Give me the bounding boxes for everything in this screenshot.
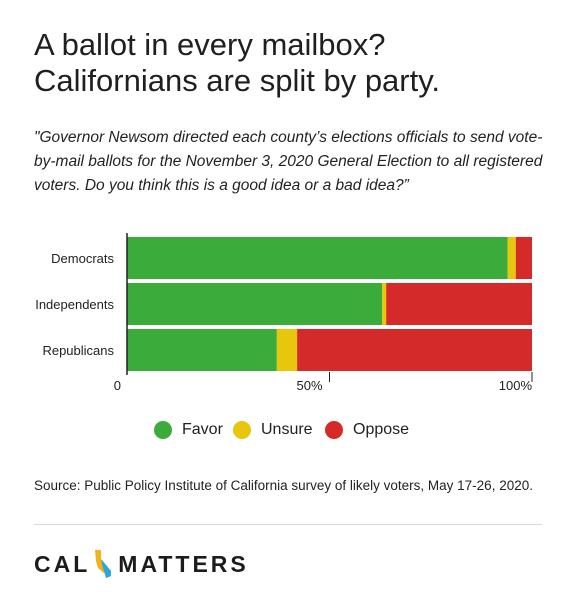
bar-republicans-oppose	[297, 329, 532, 371]
divider	[34, 524, 542, 525]
bar-democrats-favor	[127, 237, 508, 279]
legend-item-oppose: Oppose	[325, 419, 409, 441]
bars-group	[127, 237, 532, 371]
legend-dot-favor	[154, 421, 172, 439]
category-label-democrats: Democrats	[51, 251, 114, 266]
bar-democrats-oppose	[515, 237, 532, 279]
logo-text-matters: MATTERS	[118, 550, 249, 577]
title-line-2: Californians are split by party.	[34, 63, 441, 98]
bar-republicans-unsure	[276, 329, 298, 371]
category-label-republicans: Republicans	[42, 343, 114, 358]
x-tick-label-100: 100%	[499, 378, 533, 393]
legend-dot-unsure	[233, 421, 251, 439]
bar-democrats-unsure	[507, 237, 516, 279]
legend-dot-oppose	[325, 421, 343, 439]
x-tick-label-0: 0	[114, 378, 121, 393]
bar-independents-oppose	[386, 283, 532, 325]
calmatters-logo: CAL MATTERS	[34, 547, 249, 581]
category-label-independents: Independents	[35, 297, 114, 312]
source-note: Source: Public Policy Institute of Calif…	[34, 478, 533, 493]
category-labels: Democrats Independents Republicans	[35, 251, 114, 358]
legend-item-unsure: Unsure	[233, 419, 313, 441]
legend-label-favor: Favor	[182, 421, 223, 438]
axis-group: 0 50% 100%	[114, 233, 533, 393]
legend-label-oppose: Oppose	[353, 421, 410, 438]
logo-text-cal: CAL	[34, 550, 91, 577]
survey-question: "Governor Newsom directed each county’s …	[34, 129, 543, 194]
legend: Favor Unsure Oppose	[0, 419, 574, 441]
california-state-icon	[95, 550, 112, 578]
bar-independents-favor	[127, 283, 383, 325]
x-tick-label-50: 50%	[296, 378, 322, 393]
bar-independents-unsure	[382, 283, 387, 325]
title-line-1: A ballot in every mailbox?	[34, 27, 386, 62]
legend-item-favor: Favor	[154, 419, 223, 441]
chart-title: A ballot in every mailbox? Californians …	[34, 27, 554, 99]
legend-label-unsure: Unsure	[261, 421, 313, 438]
bar-republicans-favor	[127, 329, 277, 371]
